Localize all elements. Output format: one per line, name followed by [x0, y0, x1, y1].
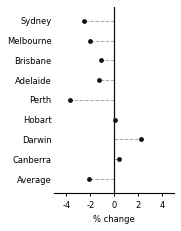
Point [69, 98, 71, 102]
Point [89, 39, 92, 43]
Point [114, 118, 117, 122]
Point [88, 177, 91, 181]
X-axis label: % change: % change [93, 215, 135, 224]
Point [139, 138, 142, 141]
Point [83, 19, 86, 23]
Point [100, 58, 103, 62]
Point [118, 157, 121, 161]
Point [97, 78, 100, 82]
